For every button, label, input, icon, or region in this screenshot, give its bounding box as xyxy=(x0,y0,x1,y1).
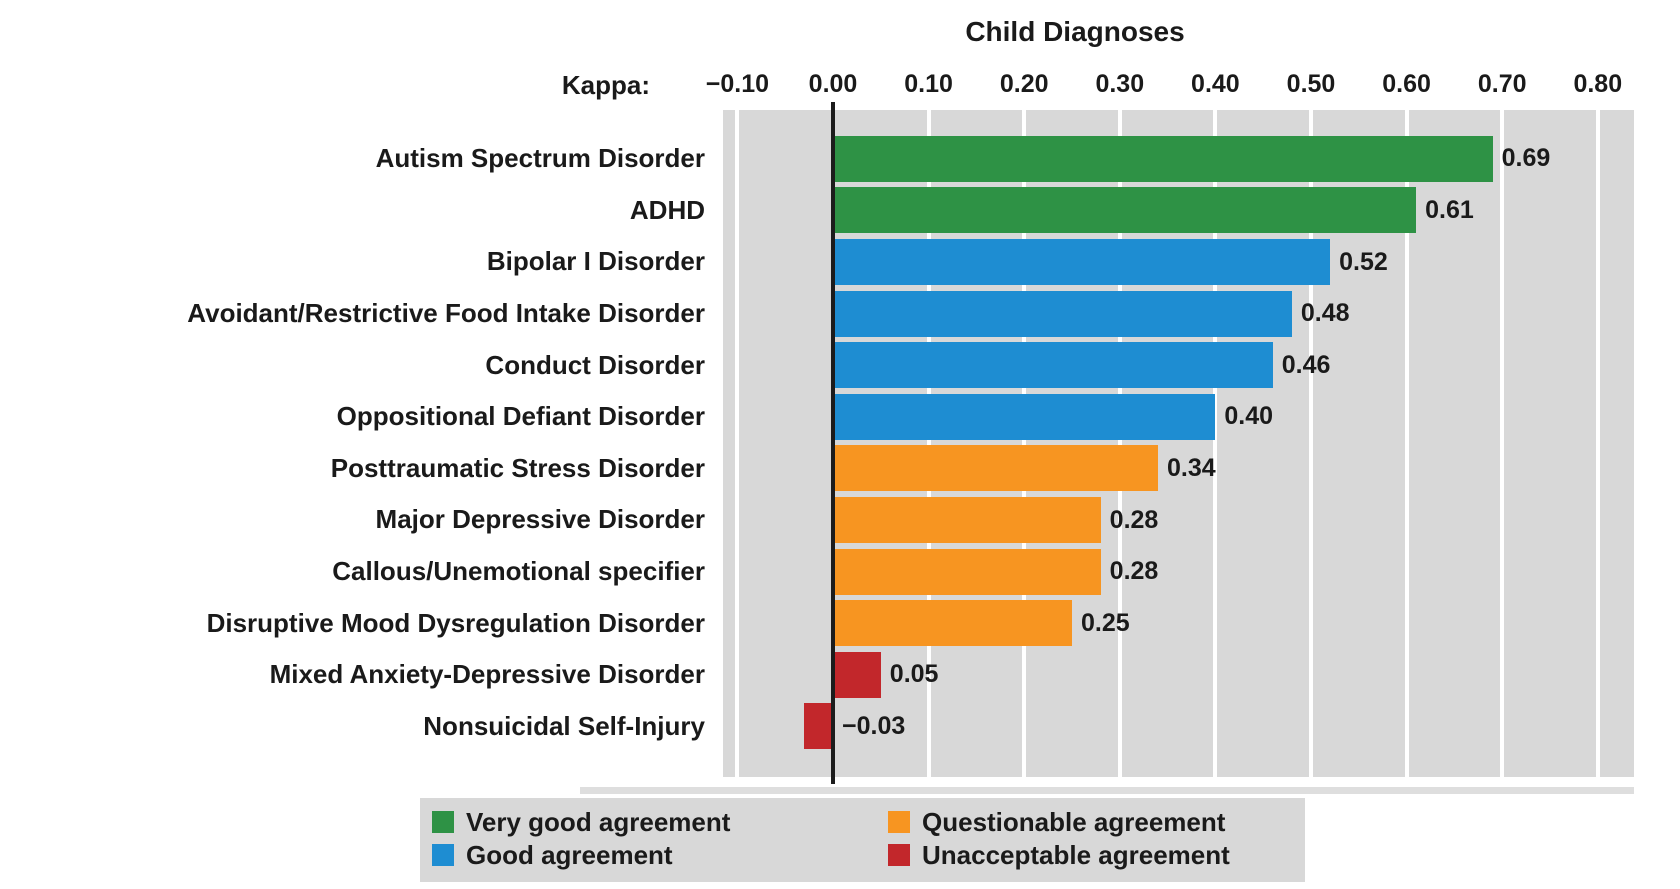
gridline-0.30 xyxy=(1117,110,1122,777)
category-label-autism-spectrum-disorder: Autism Spectrum Disorder xyxy=(375,143,705,174)
x-tick-label-0.50: 0.50 xyxy=(1286,70,1336,98)
bar-adhd xyxy=(833,187,1417,234)
legend-item-questionable-agreement: Questionable agreement xyxy=(888,809,1225,835)
bar-avoidant-restrictive-food-intake-disorder xyxy=(833,290,1292,337)
bar-oppositional-defiant-disorder xyxy=(833,393,1216,440)
bar-value-avoidant-restrictive-food-intake-disorder: 0.48 xyxy=(1300,299,1350,328)
x-tick-label-0.80: 0.80 xyxy=(1573,70,1623,98)
legend-item-good-agreement: Good agreement xyxy=(432,842,673,868)
category-label-major-depressive-disorder: Major Depressive Disorder xyxy=(375,504,705,535)
gridline-0.70 xyxy=(1500,110,1505,777)
gridline-0.20 xyxy=(1022,110,1027,777)
x-axis-label: Kappa: xyxy=(561,70,650,100)
legend-item-unacceptable-agreement: Unacceptable agreement xyxy=(888,842,1230,868)
gridline-0.80 xyxy=(1595,110,1600,777)
x-tick-label-0.30: 0.30 xyxy=(1095,70,1145,98)
category-label-nonsuicidal-self-injury: Nonsuicidal Self-Injury xyxy=(423,710,705,741)
legend-swatch-unacceptable xyxy=(888,844,910,866)
category-label-avoidant-restrictive-food-intake-disorder: Avoidant/Restrictive Food Intake Disorde… xyxy=(187,298,705,329)
bar-value-autism-spectrum-disorder: 0.69 xyxy=(1501,144,1551,173)
legend-label-very_good: Very good agreement xyxy=(466,807,731,837)
bar-value-bipolar-i-disorder: 0.52 xyxy=(1339,247,1388,276)
gridline--0.10 xyxy=(735,110,740,777)
bar-value-oppositional-defiant-disorder: 0.40 xyxy=(1224,402,1274,431)
bar-value-callous-unemotional-specifier: 0.28 xyxy=(1109,557,1159,586)
category-label-oppositional-defiant-disorder: Oppositional Defiant Disorder xyxy=(336,401,705,432)
x-tick-label-0.00: 0.00 xyxy=(808,70,858,98)
x-tick-label-0.40: 0.40 xyxy=(1191,70,1240,98)
gridline-0.60 xyxy=(1404,110,1409,777)
legend-swatch-questionable xyxy=(888,811,910,833)
category-label-adhd: ADHD xyxy=(629,194,705,225)
legend-swatch-good xyxy=(432,844,454,866)
category-label-mixed-anxiety-depressive-disorder: Mixed Anxiety-Depressive Disorder xyxy=(269,659,705,690)
gridline-0.10 xyxy=(926,110,931,777)
gridline-0.50 xyxy=(1309,110,1313,777)
x-tick-label-0.60: 0.60 xyxy=(1382,70,1431,98)
x-tick-label--0.10: −0.10 xyxy=(705,70,770,98)
legend-swatch-very_good xyxy=(432,811,454,833)
bar-value-conduct-disorder: 0.46 xyxy=(1281,350,1331,379)
chart-title: Child Diagnoses xyxy=(965,16,1185,47)
category-label-posttraumatic-stress-disorder: Posttraumatic Stress Disorder xyxy=(330,452,705,483)
gridline-0.40 xyxy=(1213,110,1218,777)
legend-label-unacceptable: Unacceptable agreement xyxy=(922,840,1230,870)
bar-value-posttraumatic-stress-disorder: 0.34 xyxy=(1167,453,1216,482)
bar-autism-spectrum-disorder xyxy=(833,135,1493,182)
bar-value-mixed-anxiety-depressive-disorder: 0.05 xyxy=(889,660,939,689)
bar-posttraumatic-stress-disorder xyxy=(833,445,1159,492)
bar-disruptive-mood-dysregulation-disorder xyxy=(833,600,1072,647)
bar-value-adhd: 0.61 xyxy=(1425,195,1474,224)
bar-mixed-anxiety-depressive-disorder xyxy=(833,651,881,698)
x-tick-label-0.20: 0.20 xyxy=(999,70,1049,98)
legend-label-questionable: Questionable agreement xyxy=(922,807,1226,837)
bar-conduct-disorder xyxy=(833,342,1273,389)
category-label-conduct-disorder: Conduct Disorder xyxy=(485,349,705,380)
category-label-disruptive-mood-dysregulation-disorder: Disruptive Mood Dysregulation Disorder xyxy=(206,607,705,638)
bar-value-major-depressive-disorder: 0.28 xyxy=(1109,505,1159,534)
divider-strip xyxy=(580,787,1634,794)
category-label-bipolar-i-disorder: Bipolar I Disorder xyxy=(486,246,705,277)
bar-callous-unemotional-specifier xyxy=(833,548,1101,595)
bar-value-nonsuicidal-self-injury: −0.03 xyxy=(842,711,906,740)
legend: Very good agreement Good agreement Questio… xyxy=(420,798,1305,882)
legend-label-good: Good agreement xyxy=(466,840,673,870)
x-tick-label-0.70: 0.70 xyxy=(1477,70,1527,98)
legend-item-very-good-agreement: Very good agreement xyxy=(432,809,730,835)
bar-bipolar-i-disorder xyxy=(833,239,1331,285)
category-label-callous-unemotional-specifier: Callous/Unemotional specifier xyxy=(332,556,705,587)
bar-major-depressive-disorder xyxy=(833,497,1101,543)
bar-value-disruptive-mood-dysregulation-disorder: 0.25 xyxy=(1081,608,1130,637)
bar-nonsuicidal-self-injury xyxy=(804,703,833,750)
x-tick-label-0.10: 0.10 xyxy=(904,70,953,98)
zero-axis-line xyxy=(831,102,835,784)
